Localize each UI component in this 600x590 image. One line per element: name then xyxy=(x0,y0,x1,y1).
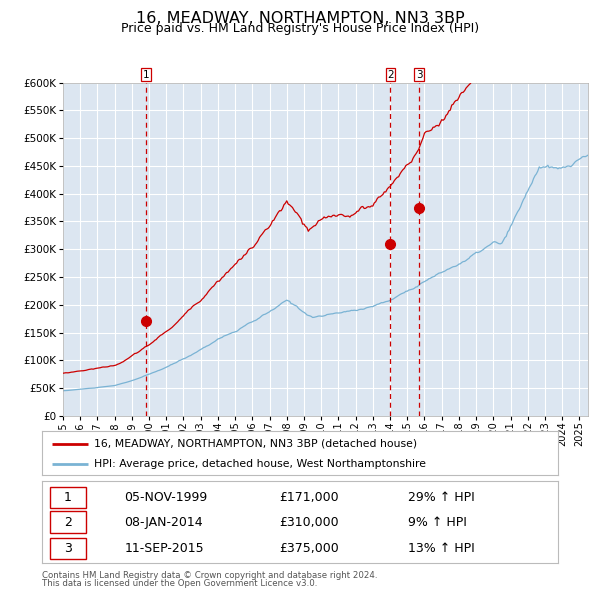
Text: £375,000: £375,000 xyxy=(280,542,339,555)
Text: 16, MEADWAY, NORTHAMPTON, NN3 3BP: 16, MEADWAY, NORTHAMPTON, NN3 3BP xyxy=(136,11,464,25)
Text: £171,000: £171,000 xyxy=(280,491,339,504)
Text: 3: 3 xyxy=(64,542,72,555)
Text: 9% ↑ HPI: 9% ↑ HPI xyxy=(409,516,467,529)
Text: 3: 3 xyxy=(416,70,422,80)
Text: Contains HM Land Registry data © Crown copyright and database right 2024.: Contains HM Land Registry data © Crown c… xyxy=(42,571,377,579)
Text: 1: 1 xyxy=(64,491,72,504)
Text: Price paid vs. HM Land Registry's House Price Index (HPI): Price paid vs. HM Land Registry's House … xyxy=(121,22,479,35)
Text: £310,000: £310,000 xyxy=(280,516,339,529)
Text: 2: 2 xyxy=(387,70,394,80)
FancyBboxPatch shape xyxy=(50,538,86,559)
Text: 13% ↑ HPI: 13% ↑ HPI xyxy=(409,542,475,555)
FancyBboxPatch shape xyxy=(50,487,86,508)
Text: 2: 2 xyxy=(64,516,72,529)
Text: 16, MEADWAY, NORTHAMPTON, NN3 3BP (detached house): 16, MEADWAY, NORTHAMPTON, NN3 3BP (detac… xyxy=(94,439,417,449)
FancyBboxPatch shape xyxy=(50,512,86,533)
Text: HPI: Average price, detached house, West Northamptonshire: HPI: Average price, detached house, West… xyxy=(94,459,425,469)
Text: This data is licensed under the Open Government Licence v3.0.: This data is licensed under the Open Gov… xyxy=(42,579,317,588)
Text: 08-JAN-2014: 08-JAN-2014 xyxy=(125,516,203,529)
Text: 29% ↑ HPI: 29% ↑ HPI xyxy=(409,491,475,504)
Text: 11-SEP-2015: 11-SEP-2015 xyxy=(125,542,204,555)
Text: 05-NOV-1999: 05-NOV-1999 xyxy=(125,491,208,504)
Text: 1: 1 xyxy=(143,70,149,80)
